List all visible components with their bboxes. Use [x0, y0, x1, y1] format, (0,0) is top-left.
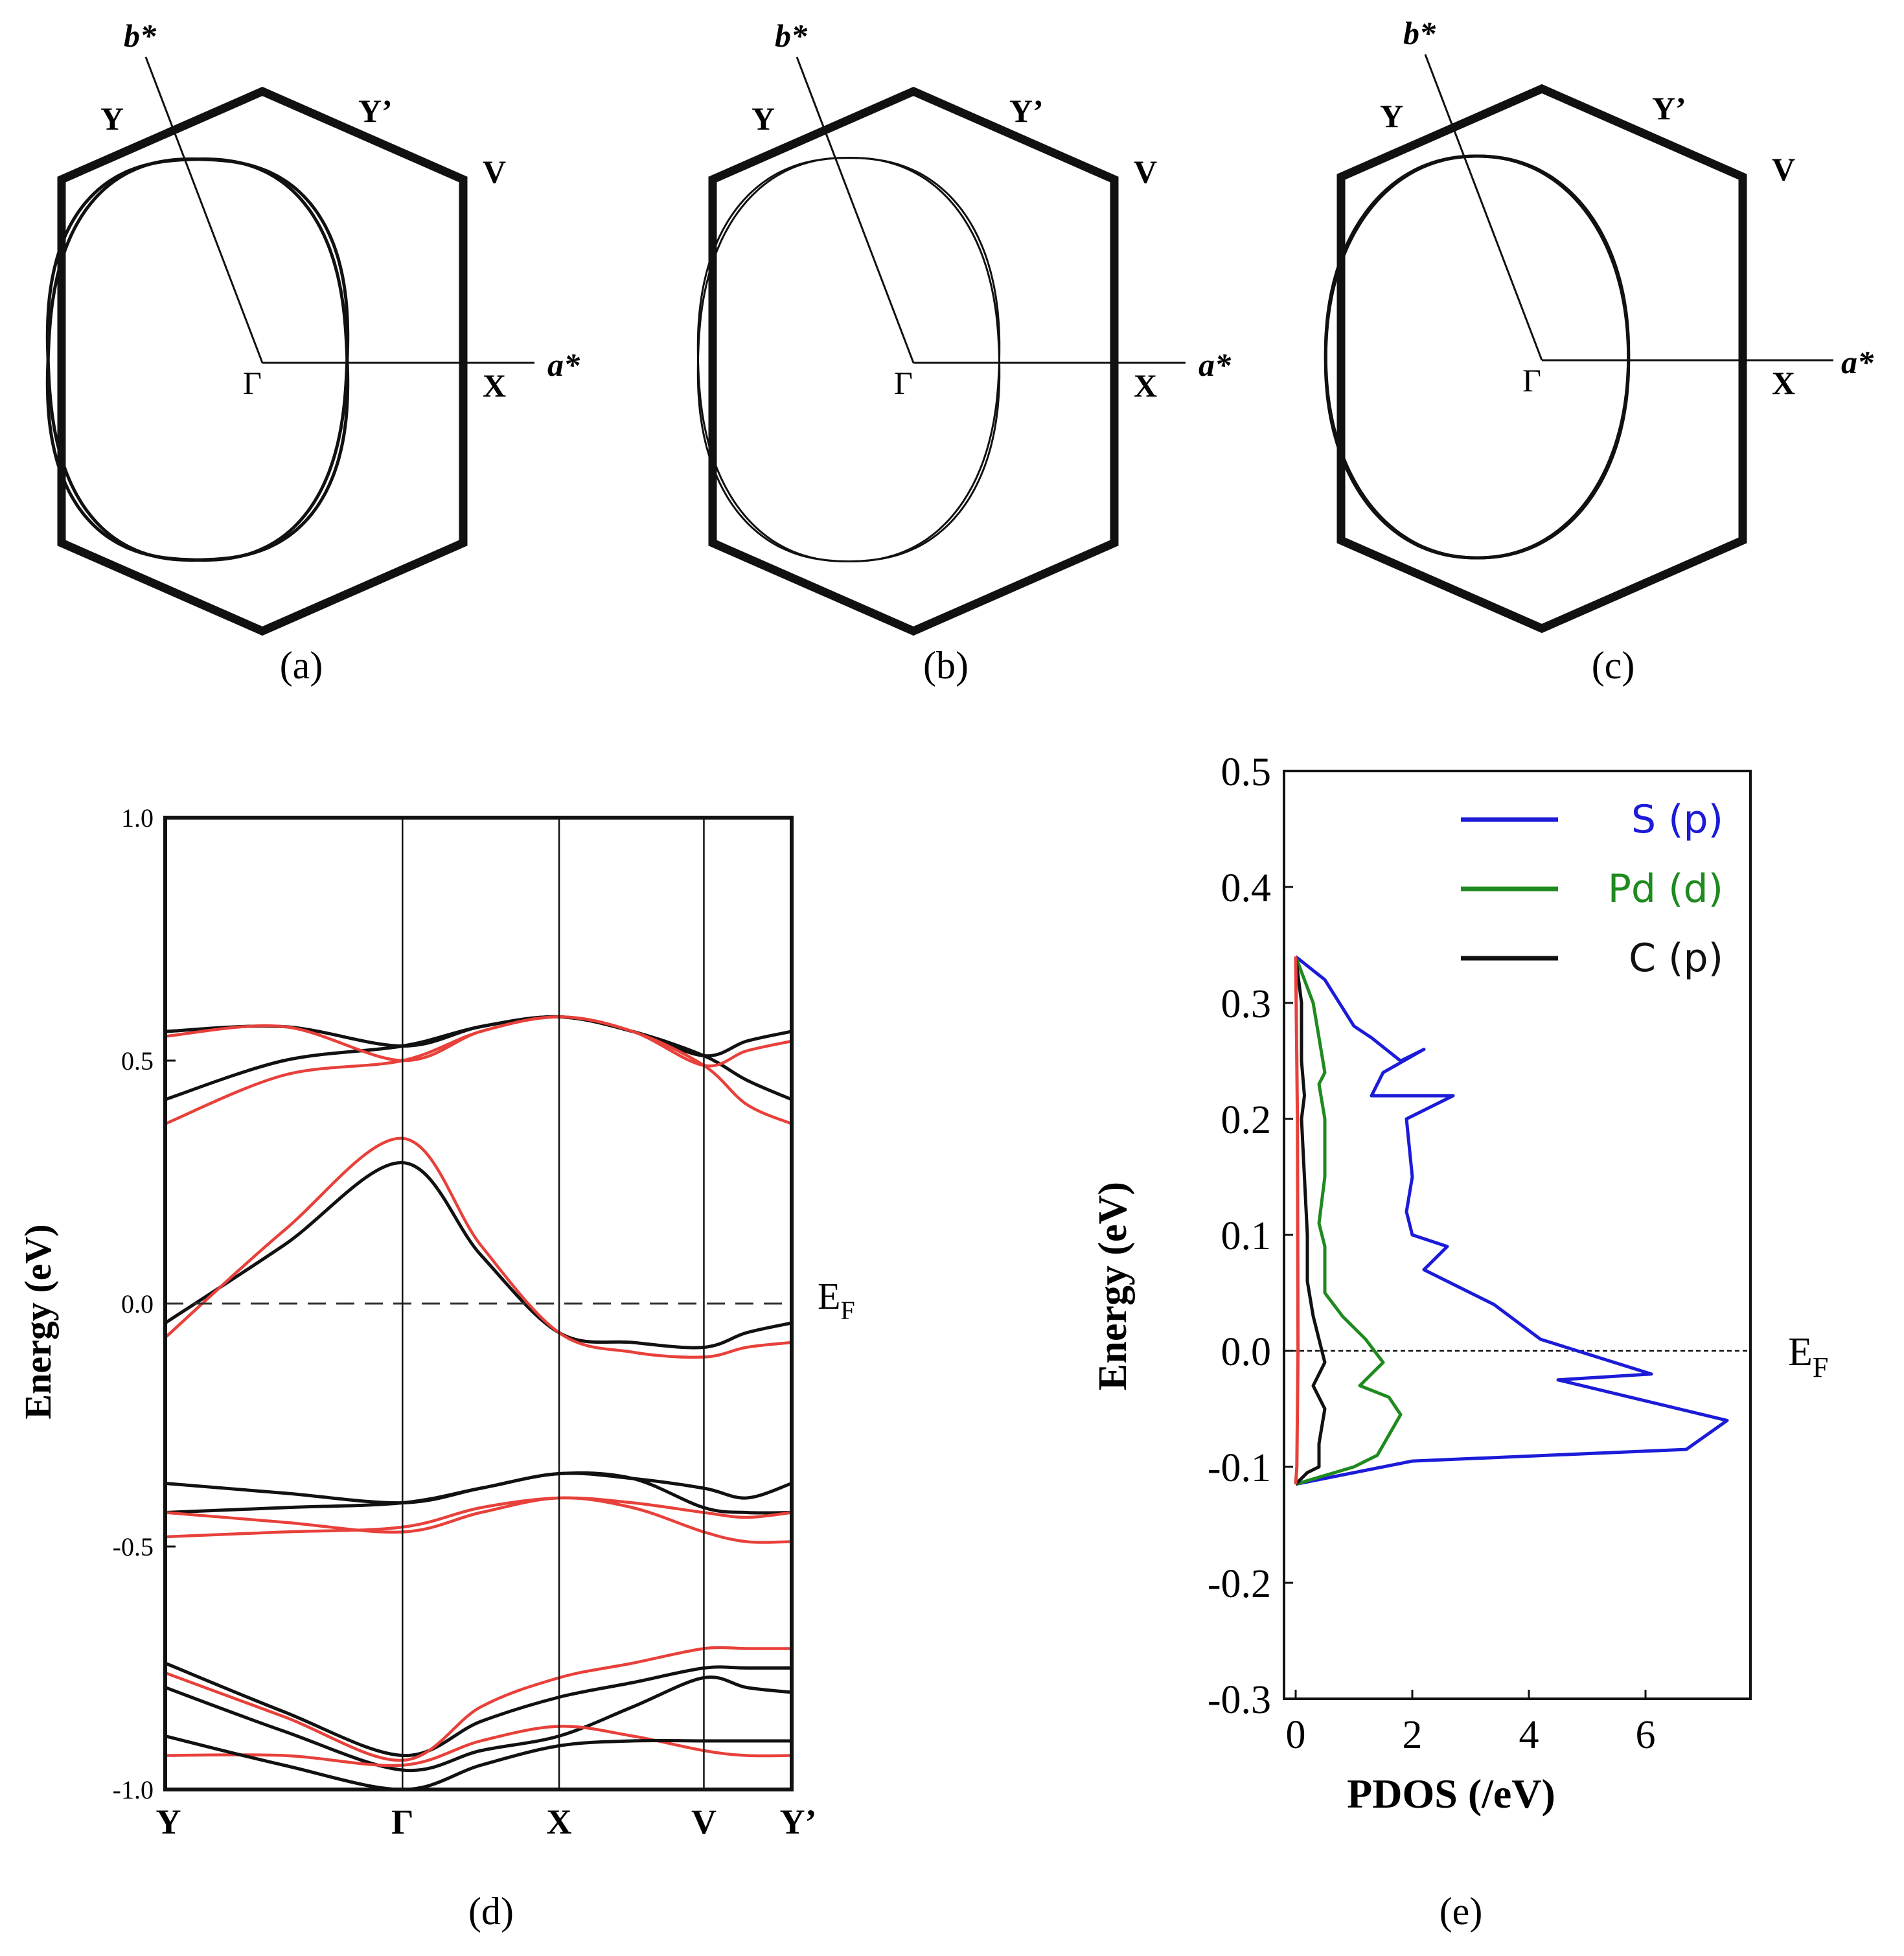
e-y-axis-title: Energy (eV)	[1091, 1182, 1135, 1390]
x-point-label: X	[1134, 367, 1157, 404]
d-y-tick-label: 0.0	[121, 1289, 154, 1318]
e-y-tick-label: 0.2	[1221, 1098, 1272, 1142]
e-x-tick-label: 4	[1519, 1713, 1539, 1757]
x-point-label: X	[483, 367, 506, 404]
d-band-line-black	[165, 1162, 792, 1348]
d-bands	[165, 1017, 792, 1789]
d-y-tick-label: -1.0	[113, 1775, 154, 1804]
y-prime-point-label: Y’	[1009, 93, 1044, 129]
panel-label-e: (e)	[1439, 1890, 1483, 1933]
pdos-panel-e: Energy (eV) PDOS (/eV) 0.50.40.30.20.10.…	[1091, 750, 1828, 1933]
b-star-label: b*	[1403, 15, 1436, 51]
e-y-tick-label: 0.3	[1221, 982, 1272, 1026]
fermi-surface-panel-b: b* a* Γ X Y Y’ V (b)	[698, 17, 1232, 687]
v-point-label: V	[1134, 154, 1157, 190]
gamma-point-label: Γ	[243, 365, 262, 401]
d-y-axis-title: Energy (eV)	[17, 1224, 59, 1419]
e-y-tick-label: 0.4	[1221, 866, 1272, 910]
e-y-tick-label: -0.1	[1208, 1446, 1271, 1490]
e-y-tick-label: 0.0	[1221, 1330, 1272, 1374]
y-prime-point-label: Y’	[1652, 90, 1686, 126]
fermi-surface-panel-a: b* a* Γ X Y Y’ V (a)	[47, 17, 580, 687]
d-band-line-red	[165, 1138, 792, 1357]
d-fermi-label: EF	[818, 1275, 855, 1325]
panel-label-a: (a)	[280, 644, 323, 687]
d-band-line-black	[165, 1736, 792, 1790]
y-prime-point-label: Y’	[358, 93, 393, 129]
b-star-label: b*	[124, 17, 157, 54]
a-star-label: a*	[1199, 347, 1232, 383]
d-k-label: V	[691, 1802, 717, 1841]
x-point-label: X	[1772, 365, 1795, 401]
d-band-line-red	[165, 1017, 792, 1066]
y-point-label: Y	[100, 100, 124, 137]
e-series-line	[1296, 956, 1401, 1484]
e-legend: S (p) Pd (d) C (p)	[1461, 797, 1723, 981]
fermi-surface-contour-2	[47, 159, 347, 560]
d-k-label: Γ	[391, 1802, 413, 1841]
panel-label-c: (c)	[1592, 644, 1635, 687]
b-star-label: b*	[775, 17, 808, 54]
e-y-tick-label: -0.2	[1208, 1562, 1271, 1606]
d-k-label: Y	[156, 1802, 181, 1841]
a-star-label: a*	[1841, 344, 1874, 380]
e-y-tick-label: -0.3	[1208, 1678, 1271, 1722]
a-star-label: a*	[547, 347, 580, 383]
gamma-point-label: Γ	[894, 365, 913, 401]
fermi-surface-contour-1	[698, 158, 999, 562]
gamma-point-label: Γ	[1522, 362, 1541, 398]
d-y-tick-label: -0.5	[113, 1532, 154, 1561]
e-x-axis-title: PDOS (/eV)	[1347, 1771, 1555, 1817]
fermi-surface-contour-1	[47, 159, 347, 560]
d-band-line-black	[165, 1017, 792, 1055]
e-y-ticks: 0.5 0.4 0.3 0.2 0.1 0.0 -0.1 -0.2 -0.3	[1208, 750, 1293, 1722]
fermi-surface-panel-c: b* a* Γ X Y Y’ V (c)	[1325, 15, 1874, 687]
v-point-label: V	[1772, 151, 1795, 187]
d-band-line-red	[165, 1648, 792, 1760]
d-band-line-red	[165, 1017, 792, 1124]
fermi-surface-contour-1	[1325, 156, 1628, 558]
figure: b* a* Γ X Y Y’ V (a) b* a* Γ X Y Y’ V (b…	[0, 0, 1904, 1956]
e-x-tick-label: 0	[1286, 1713, 1306, 1757]
d-k-label: X	[547, 1802, 572, 1841]
e-fermi-label: EF	[1788, 1330, 1828, 1383]
v-point-label: V	[483, 154, 506, 190]
e-x-tick-label: 6	[1636, 1713, 1656, 1757]
d-y-tick-label: 0.5	[121, 1046, 154, 1076]
e-series-line	[1296, 956, 1298, 1484]
e-legend-label: C (p)	[1629, 936, 1723, 981]
e-x-tick-label: 2	[1403, 1713, 1423, 1757]
d-y-tick-label: 1.0	[121, 803, 154, 833]
panel-label-b: (b)	[923, 644, 969, 687]
e-legend-label: Pd (d)	[1608, 866, 1723, 912]
e-series-line	[1296, 956, 1727, 1484]
e-pdos-series	[1296, 956, 1727, 1484]
fermi-surface-contour-2	[1325, 156, 1628, 558]
y-point-label: Y	[1380, 98, 1403, 134]
d-k-labels: Y Γ X V Y’	[156, 1802, 817, 1841]
d-k-label: Y’	[780, 1802, 817, 1841]
e-y-tick-label: 0.1	[1221, 1214, 1272, 1258]
e-y-tick-label: 0.5	[1221, 750, 1272, 794]
panel-label-d: (d)	[468, 1890, 514, 1933]
band-structure-panel-d: Energy (eV) 1.00.50.0-0.5-1.0 Y Γ X V Y’ EF …	[17, 803, 855, 1933]
fermi-surface-contour-2	[698, 158, 999, 562]
d-band-line-black	[165, 1017, 792, 1099]
y-point-label: Y	[751, 100, 775, 137]
e-legend-label: S (p)	[1631, 797, 1723, 842]
